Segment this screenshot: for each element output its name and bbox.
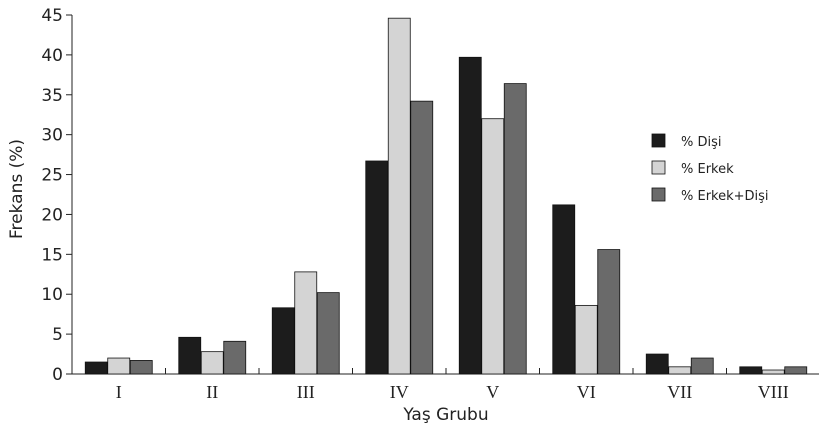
legend-swatch bbox=[651, 133, 666, 148]
bar bbox=[294, 271, 318, 375]
y-tick-label: 10 bbox=[41, 285, 63, 305]
x-tick-label: VII bbox=[667, 382, 692, 402]
y-tick-label: 15 bbox=[41, 245, 63, 265]
bar bbox=[574, 304, 598, 375]
bar bbox=[458, 56, 482, 375]
y-tick-label: 30 bbox=[41, 126, 63, 146]
legend-label: % Erkek+Dişi bbox=[681, 189, 769, 204]
y-axis-title: Frekans (%) bbox=[7, 139, 27, 239]
x-tick-label: VI bbox=[577, 382, 596, 402]
legend-swatch bbox=[651, 160, 666, 175]
x-tick-label: IV bbox=[390, 382, 409, 402]
bar bbox=[645, 353, 669, 375]
bar bbox=[365, 160, 389, 375]
bar bbox=[597, 249, 621, 375]
bar bbox=[387, 17, 411, 375]
bar bbox=[129, 360, 153, 375]
bar bbox=[739, 366, 763, 375]
legend-label: % Dişi bbox=[681, 135, 722, 150]
x-tick-label: I bbox=[116, 382, 122, 402]
bar bbox=[200, 351, 224, 375]
bar bbox=[107, 357, 131, 375]
y-tick-label: 45 bbox=[41, 6, 63, 26]
x-tick-label: VIII bbox=[758, 382, 789, 402]
bar bbox=[761, 369, 785, 375]
bar bbox=[690, 357, 714, 375]
x-tick-label: II bbox=[206, 382, 218, 402]
bar bbox=[503, 83, 527, 375]
y-axis: 0 5 10 15 20 25 30 35 40 45 bbox=[41, 6, 73, 385]
x-axis-title: Yaş Grubu bbox=[402, 405, 488, 425]
bar bbox=[784, 366, 808, 375]
y-tick-label: 25 bbox=[41, 166, 63, 186]
bar bbox=[316, 292, 340, 375]
x-tick-label: III bbox=[297, 382, 315, 402]
y-tick-label: 40 bbox=[41, 46, 63, 66]
x-tick-label: V bbox=[486, 382, 499, 402]
legend-swatch bbox=[651, 187, 666, 202]
bars-group bbox=[84, 17, 808, 375]
bar bbox=[223, 340, 247, 375]
legend: % Dişi % Erkek % Erkek+Dişi bbox=[651, 133, 769, 204]
legend-label: % Erkek bbox=[681, 162, 734, 177]
y-tick-label: 0 bbox=[52, 365, 63, 385]
y-tick-label: 20 bbox=[41, 205, 63, 225]
bar bbox=[668, 366, 692, 375]
bar bbox=[271, 307, 295, 375]
bar bbox=[410, 100, 434, 375]
bar bbox=[481, 118, 505, 375]
bar bbox=[84, 361, 108, 375]
bar bbox=[178, 336, 202, 375]
y-tick-label: 5 bbox=[52, 325, 63, 345]
y-tick-label: 35 bbox=[41, 86, 63, 106]
bar bbox=[552, 204, 576, 375]
